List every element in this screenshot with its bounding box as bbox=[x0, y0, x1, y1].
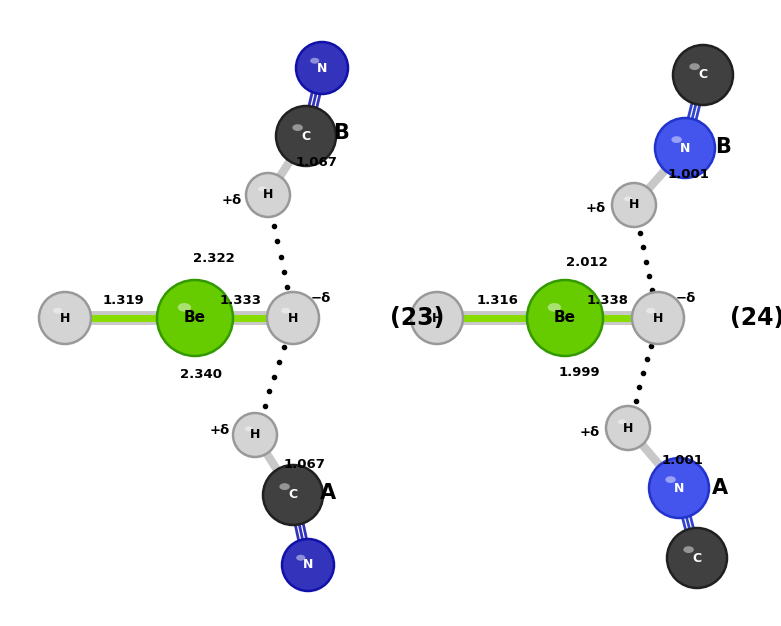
Text: +δ: +δ bbox=[586, 202, 606, 215]
Text: H: H bbox=[629, 198, 639, 212]
Text: C: C bbox=[288, 488, 298, 501]
Ellipse shape bbox=[281, 308, 291, 314]
Text: −δ: −δ bbox=[676, 292, 697, 304]
Text: 2.322: 2.322 bbox=[193, 252, 235, 265]
Text: B: B bbox=[715, 137, 731, 157]
Text: N: N bbox=[317, 61, 327, 74]
Ellipse shape bbox=[690, 63, 700, 70]
Text: 1.067: 1.067 bbox=[284, 458, 326, 471]
Ellipse shape bbox=[649, 458, 709, 518]
Text: H: H bbox=[263, 188, 273, 202]
Text: H: H bbox=[250, 429, 260, 441]
Ellipse shape bbox=[296, 42, 348, 94]
Text: N: N bbox=[674, 481, 684, 495]
Ellipse shape bbox=[53, 308, 62, 314]
Ellipse shape bbox=[296, 555, 305, 561]
Text: +δ: +δ bbox=[580, 426, 600, 438]
Text: C: C bbox=[301, 130, 311, 143]
Ellipse shape bbox=[527, 280, 603, 356]
Text: N: N bbox=[679, 141, 690, 155]
Ellipse shape bbox=[606, 406, 650, 450]
Ellipse shape bbox=[280, 483, 290, 490]
Text: +δ: +δ bbox=[222, 193, 242, 207]
Text: H: H bbox=[60, 312, 70, 324]
Ellipse shape bbox=[667, 528, 727, 588]
Text: +δ: +δ bbox=[210, 424, 230, 436]
Text: C: C bbox=[693, 552, 701, 565]
Text: (23): (23) bbox=[390, 306, 444, 330]
Ellipse shape bbox=[624, 197, 632, 202]
Ellipse shape bbox=[618, 419, 626, 424]
Text: 1.338: 1.338 bbox=[587, 294, 629, 307]
Text: Be: Be bbox=[554, 310, 576, 326]
Ellipse shape bbox=[282, 539, 334, 591]
Text: 1.319: 1.319 bbox=[102, 294, 144, 307]
Text: 1.001: 1.001 bbox=[668, 168, 710, 182]
Text: 1.067: 1.067 bbox=[296, 156, 338, 170]
Ellipse shape bbox=[157, 280, 233, 356]
Text: C: C bbox=[698, 68, 708, 81]
Ellipse shape bbox=[632, 292, 684, 344]
Text: N: N bbox=[303, 558, 313, 572]
Text: H: H bbox=[288, 312, 298, 324]
Text: A: A bbox=[712, 478, 728, 498]
Text: A: A bbox=[320, 483, 336, 503]
Text: H: H bbox=[432, 312, 442, 324]
Ellipse shape bbox=[646, 308, 655, 314]
Ellipse shape bbox=[612, 183, 656, 227]
Ellipse shape bbox=[267, 292, 319, 344]
Text: (24): (24) bbox=[730, 306, 781, 330]
Ellipse shape bbox=[292, 124, 303, 131]
Text: 1.316: 1.316 bbox=[476, 294, 518, 307]
Ellipse shape bbox=[411, 292, 463, 344]
Text: 1.333: 1.333 bbox=[220, 294, 262, 307]
Text: −δ: −δ bbox=[311, 292, 331, 304]
Ellipse shape bbox=[672, 136, 682, 143]
Ellipse shape bbox=[246, 173, 290, 217]
Text: 1.999: 1.999 bbox=[558, 366, 600, 379]
Text: H: H bbox=[622, 421, 633, 434]
Ellipse shape bbox=[683, 546, 694, 553]
Ellipse shape bbox=[310, 58, 319, 64]
Ellipse shape bbox=[665, 476, 676, 483]
Text: 2.012: 2.012 bbox=[566, 255, 608, 269]
Text: H: H bbox=[653, 312, 663, 324]
Ellipse shape bbox=[258, 187, 266, 192]
Ellipse shape bbox=[673, 45, 733, 105]
Ellipse shape bbox=[547, 303, 561, 312]
Ellipse shape bbox=[233, 413, 277, 457]
Ellipse shape bbox=[39, 292, 91, 344]
Ellipse shape bbox=[276, 106, 336, 166]
Ellipse shape bbox=[263, 465, 323, 525]
Text: Be: Be bbox=[184, 310, 206, 326]
Text: 2.340: 2.340 bbox=[180, 369, 222, 381]
Text: 1.001: 1.001 bbox=[662, 453, 704, 466]
Ellipse shape bbox=[178, 303, 191, 312]
Text: B: B bbox=[333, 123, 349, 143]
Ellipse shape bbox=[425, 308, 434, 314]
Ellipse shape bbox=[245, 426, 253, 431]
Ellipse shape bbox=[655, 118, 715, 178]
